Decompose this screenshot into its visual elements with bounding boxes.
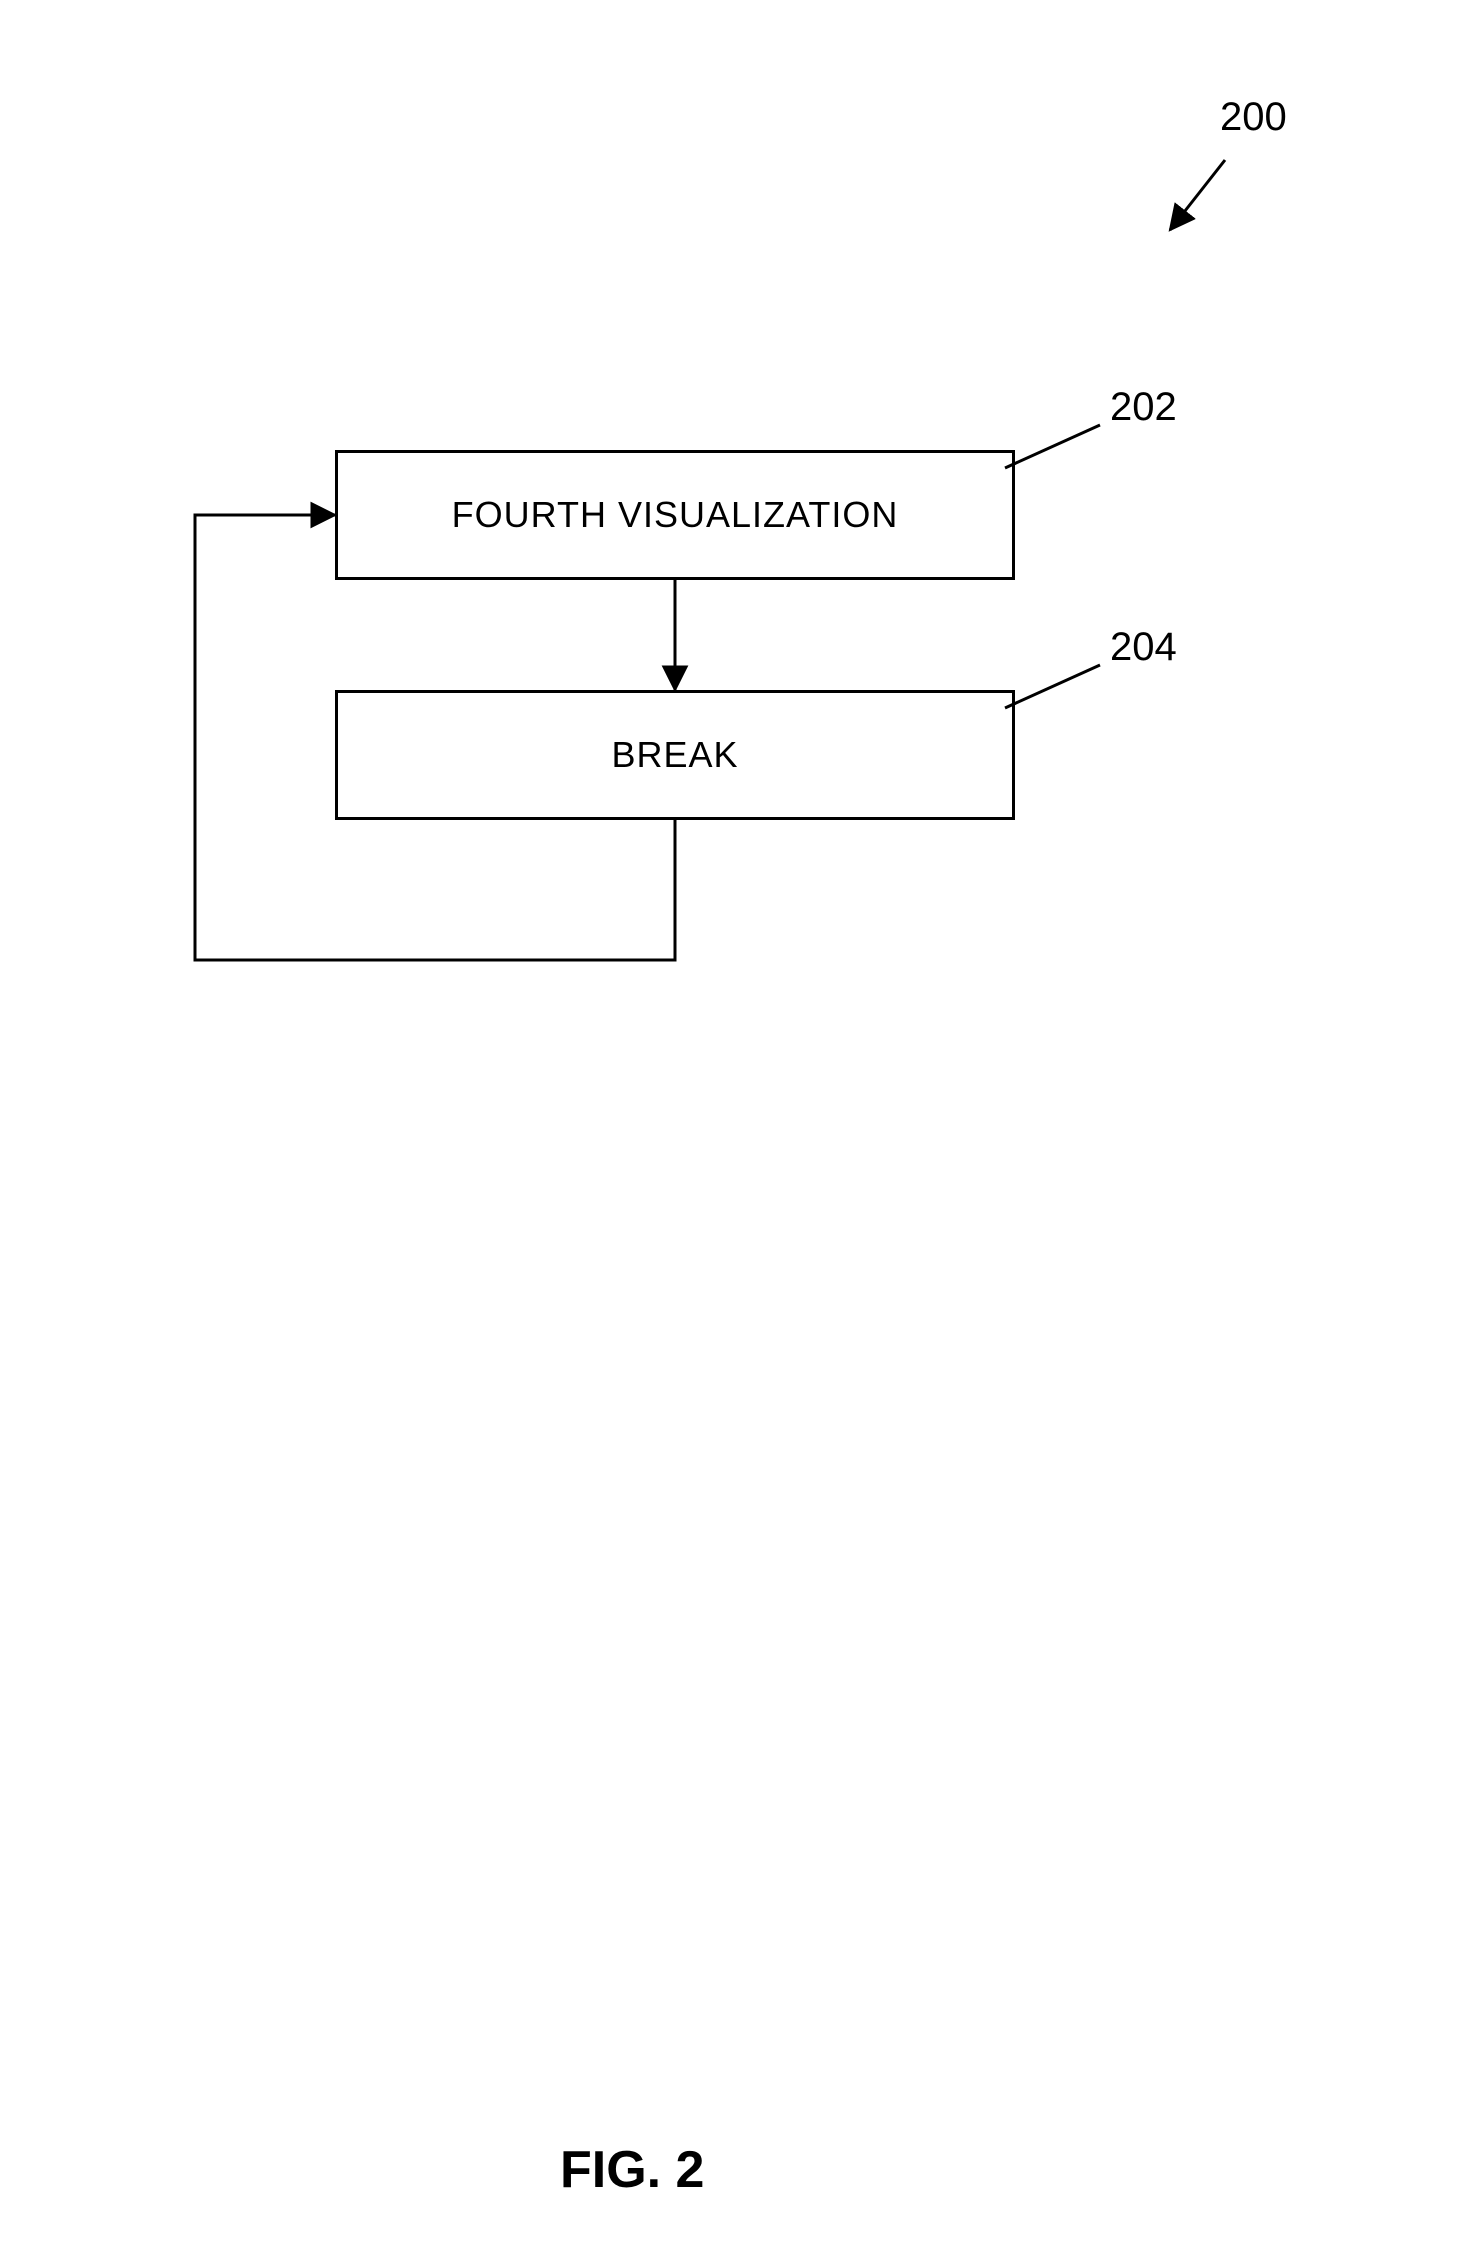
connectors-layer bbox=[0, 0, 1466, 2253]
figure-canvas: FOURTH VISUALIZATION BREAK 200 202 204 F… bbox=[0, 0, 1466, 2253]
flow-node-fourth-visualization: FOURTH VISUALIZATION bbox=[335, 450, 1015, 580]
ref-numeral-200: 200 bbox=[1220, 95, 1287, 140]
flow-node-label: FOURTH VISUALIZATION bbox=[452, 494, 899, 536]
leader-202 bbox=[1005, 425, 1100, 468]
flow-node-break: BREAK bbox=[335, 690, 1015, 820]
flow-node-label: BREAK bbox=[611, 734, 738, 776]
ref-numeral-202: 202 bbox=[1110, 385, 1177, 430]
figure-caption: FIG. 2 bbox=[560, 2140, 704, 2200]
leader-200 bbox=[1170, 160, 1225, 230]
leader-204 bbox=[1005, 665, 1100, 708]
ref-numeral-204: 204 bbox=[1110, 625, 1177, 670]
